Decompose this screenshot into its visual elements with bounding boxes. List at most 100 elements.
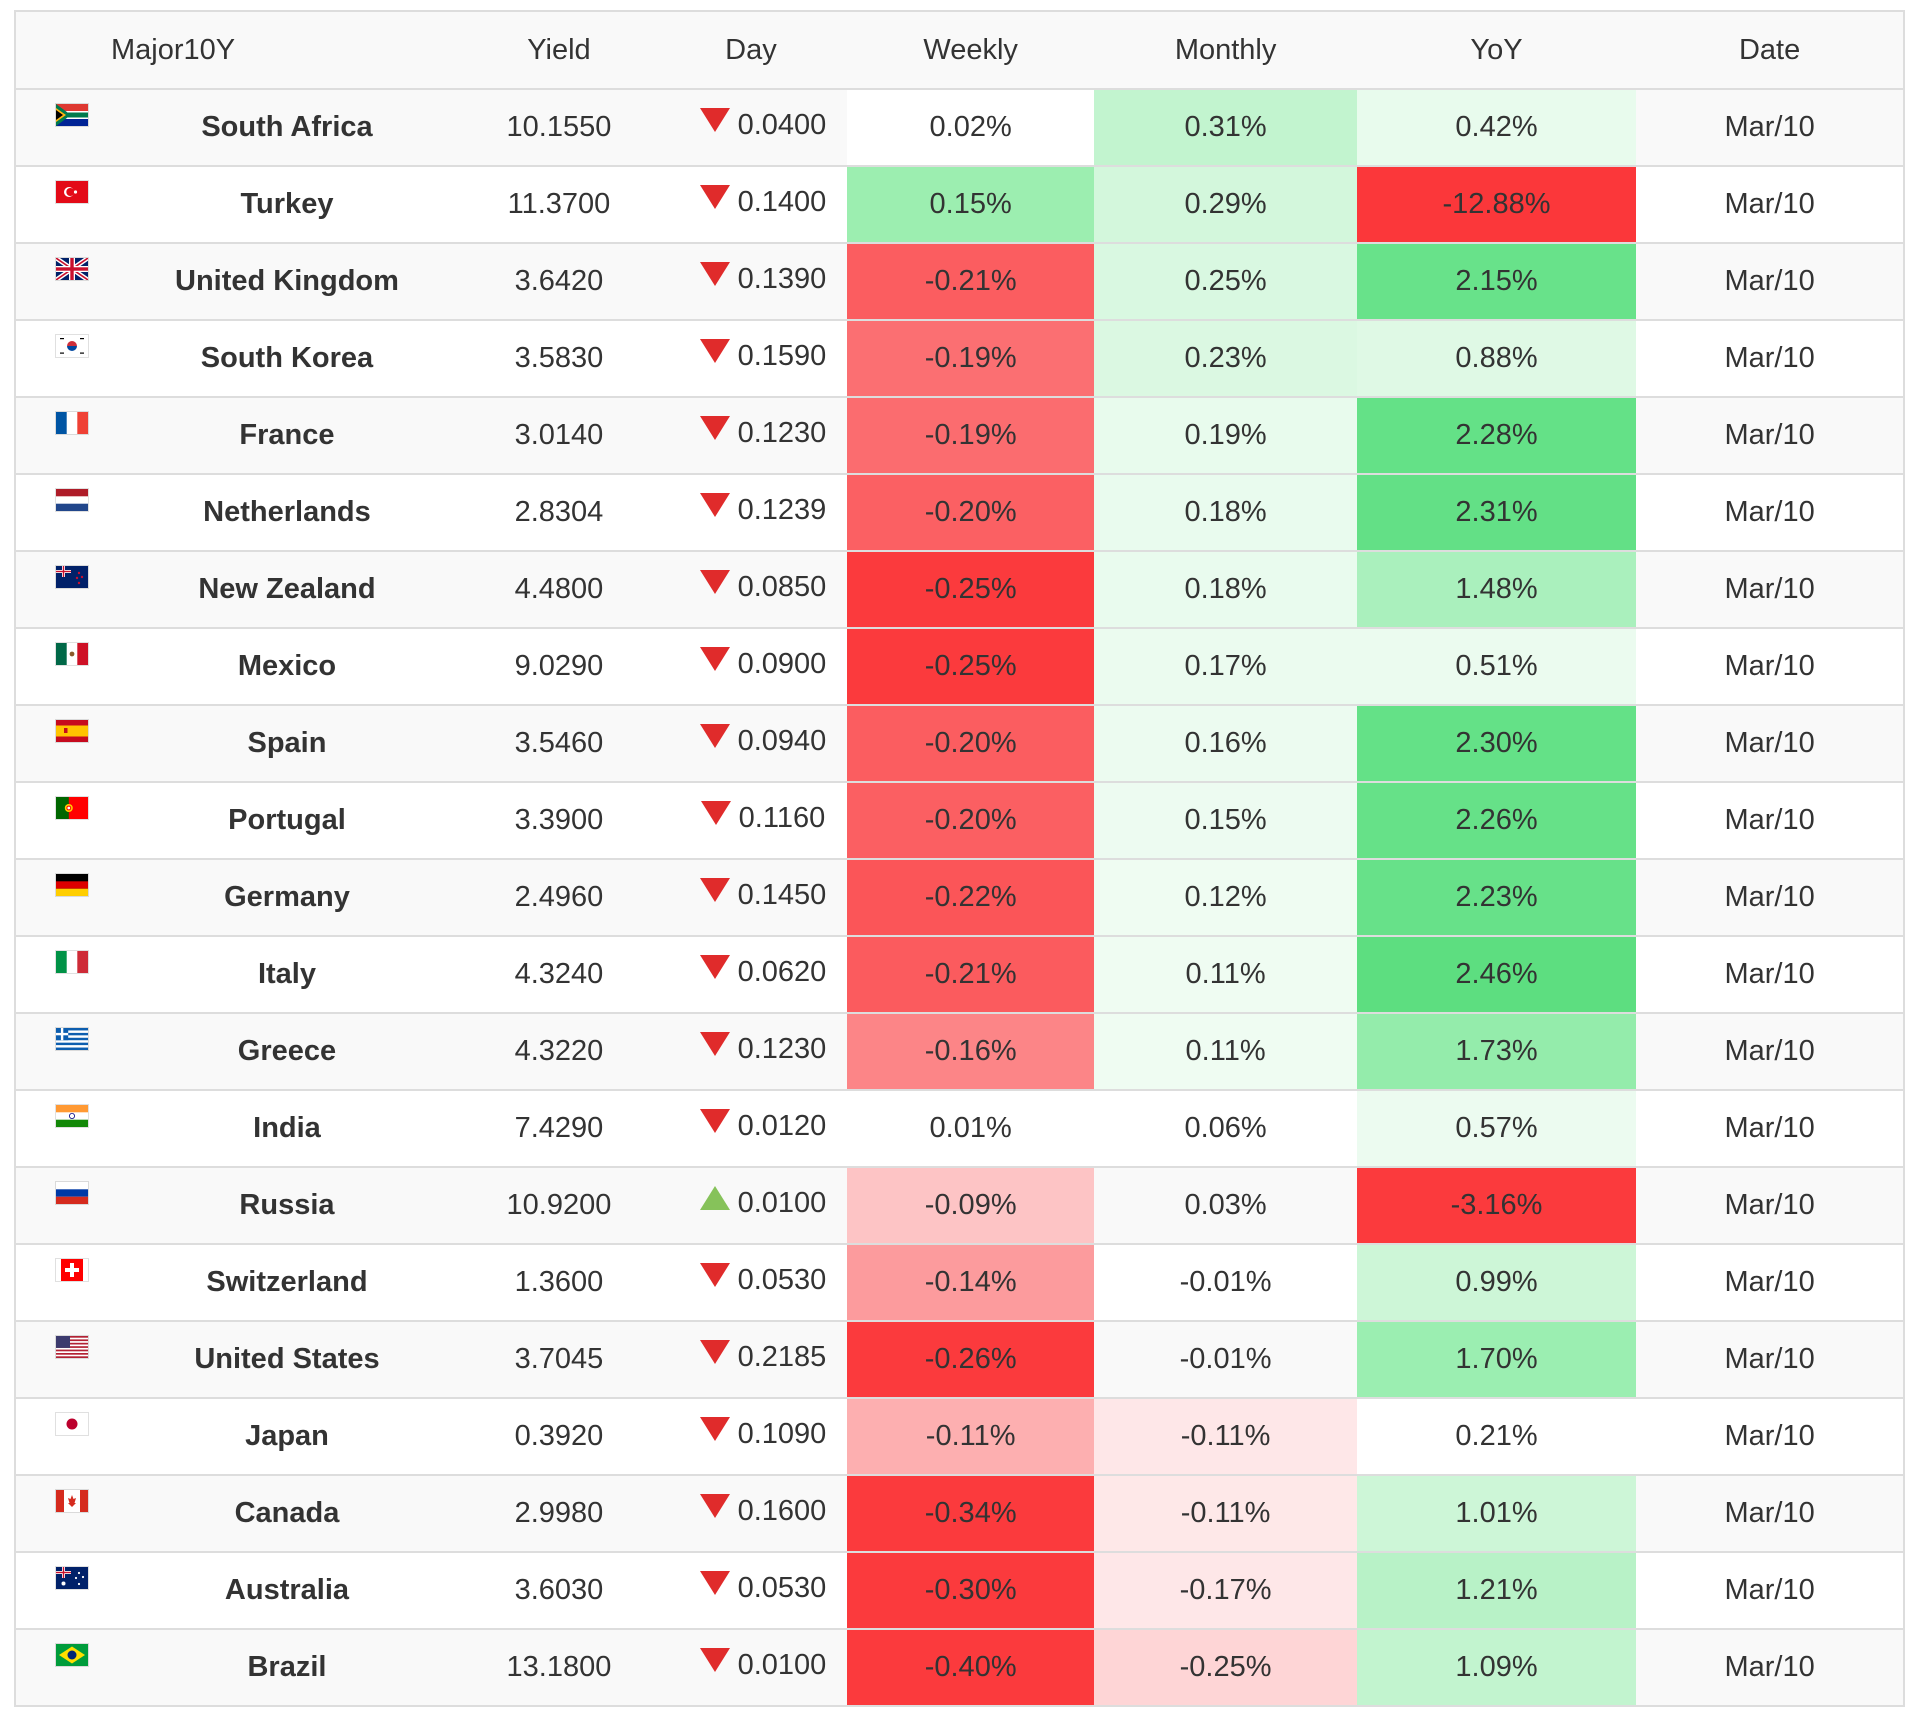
monthly-change-cell: 0.16% (1094, 704, 1357, 782)
country-name[interactable]: France (239, 419, 335, 451)
country-name[interactable]: Brazil (247, 1651, 327, 1683)
day-change-value: 0.0850 (737, 571, 827, 604)
country-name-cell[interactable]: Spain (110, 704, 463, 782)
country-name[interactable]: Australia (224, 1574, 350, 1606)
header-monthly[interactable]: Monthly (1094, 11, 1357, 89)
country-name[interactable]: Italy (257, 958, 316, 990)
country-name[interactable]: Switzerland (206, 1266, 368, 1298)
country-name-cell[interactable]: Mexico (110, 627, 463, 705)
country-name[interactable]: Spain (247, 727, 327, 759)
date-value: Mar/10 (1724, 1343, 1815, 1375)
header-yield[interactable]: Yield (462, 11, 655, 89)
header-major10y[interactable]: Major10Y (110, 11, 463, 89)
table-row[interactable]: Greece 4.3220 0.1230 -0.16% 0.11% 1.73% Mar/10 (15, 1012, 1904, 1090)
italy-flag-icon (55, 951, 88, 973)
yoy-change-value: 2.30% (1455, 727, 1538, 759)
table-row[interactable]: New Zealand 4.4800 0.0850 -0.25% 0.18% 1.48% M… (15, 550, 1904, 628)
day-change-cell: 0.1160 (654, 781, 847, 859)
country-name-cell[interactable]: Japan (110, 1397, 463, 1475)
table-row[interactable]: South Korea 3.5830 0.1590 -0.19% 0.23% 0.88% M… (15, 319, 1904, 397)
country-name-cell[interactable]: Germany (110, 858, 463, 936)
table-row[interactable]: Australia 3.6030 0.0530 -0.30% -0.17% 1.21% Ma… (15, 1551, 1904, 1629)
monthly-change-cell: 0.03% (1094, 1166, 1357, 1244)
yoy-change-value: 1.01% (1455, 1497, 1538, 1529)
table-row[interactable]: Russia 10.9200 0.0100 -0.09% 0.03% -3.16% Mar/… (15, 1166, 1904, 1244)
table-row[interactable]: Portugal 3.3900 0.1160 -0.20% 0.15% 2.26% Mar/… (15, 781, 1904, 859)
country-name[interactable]: Turkey (240, 188, 334, 220)
country-name[interactable]: South Korea (200, 342, 374, 374)
country-name-cell[interactable]: Brazil (110, 1628, 463, 1706)
country-name[interactable]: Canada (234, 1497, 340, 1529)
country-name-cell[interactable]: France (110, 396, 463, 474)
country-name-cell[interactable]: Switzerland (110, 1243, 463, 1321)
country-name[interactable]: Greece (237, 1035, 337, 1067)
country-name-cell[interactable]: Turkey (110, 165, 463, 243)
table-row[interactable]: United States 3.7045 0.2185 -0.26% -0.01% 1.7… (15, 1320, 1904, 1398)
country-name[interactable]: South Africa (201, 111, 373, 143)
monthly-change-value: 0.23% (1184, 342, 1267, 374)
monthly-change-cell: 0.25% (1094, 242, 1357, 320)
day-change-value: 0.1230 (737, 1033, 827, 1066)
monthly-change-cell: 0.29% (1094, 165, 1357, 243)
netherlands-flag-icon (55, 489, 88, 511)
table-row[interactable]: United Kingdom 3.6420 0.1390 -0.21% 0.25% 2.1… (15, 242, 1904, 320)
table-row[interactable]: France 3.0140 0.1230 -0.19% 0.19% 2.28% Mar/10 (15, 396, 1904, 474)
table-row[interactable]: Switzerland 1.3600 0.0530 -0.14% -0.01% 0.99%… (15, 1243, 1904, 1321)
header-yoy[interactable]: YoY (1356, 11, 1637, 89)
table-row[interactable]: Germany 2.4960 0.1450 -0.22% 0.12% 2.23% Mar/1… (15, 858, 1904, 936)
monthly-change-cell: 0.18% (1094, 473, 1357, 551)
country-name-cell[interactable]: Netherlands (110, 473, 463, 551)
country-name-cell[interactable]: United Kingdom (110, 242, 463, 320)
table-row[interactable]: Italy 4.3240 0.0620 -0.21% 0.11% 2.46% Mar/10 (15, 935, 1904, 1013)
country-name-cell[interactable]: Greece (110, 1012, 463, 1090)
yoy-change-value: 2.28% (1455, 419, 1538, 451)
country-name[interactable]: Mexico (237, 650, 337, 682)
day-change-cell: 0.0120 (654, 1089, 847, 1167)
country-name-cell[interactable]: South Africa (110, 88, 463, 166)
turkey-flag-icon (55, 181, 88, 203)
day-change-cell: 0.1230 (654, 1012, 847, 1090)
country-name-cell[interactable]: Russia (110, 1166, 463, 1244)
table-row[interactable]: Japan 0.3920 0.1090 -0.11% -0.11% 0.21% Mar/10 (15, 1397, 1904, 1475)
table-row[interactable]: Spain 3.5460 0.0940 -0.20% 0.16% 2.30% Mar/10 (15, 704, 1904, 782)
country-name[interactable]: United States (194, 1343, 380, 1375)
country-name-cell[interactable]: Australia (110, 1551, 463, 1629)
date-value: Mar/10 (1724, 1497, 1815, 1529)
country-name-cell[interactable]: India (110, 1089, 463, 1167)
arrow-down-icon (699, 415, 730, 440)
country-name[interactable]: Russia (239, 1189, 335, 1221)
country-name[interactable]: Germany (224, 881, 350, 913)
monthly-change-value: 0.03% (1184, 1189, 1267, 1221)
monthly-change-value: -0.01% (1179, 1343, 1272, 1375)
day-change-value: 0.1400 (737, 186, 827, 219)
country-name[interactable]: Portugal (228, 804, 346, 836)
table-row[interactable]: Canada 2.9980 0.1600 -0.34% -0.11% 1.01% Mar/1… (15, 1474, 1904, 1552)
country-name-cell[interactable]: Portugal (110, 781, 463, 859)
yield-cell: 13.1800 (462, 1628, 655, 1706)
table-row[interactable]: Mexico 9.0290 0.0900 -0.25% 0.17% 0.51% Mar/10 (15, 627, 1904, 705)
country-name[interactable]: United Kingdom (175, 265, 399, 297)
country-name-cell[interactable]: Italy (110, 935, 463, 1013)
country-name-cell[interactable]: New Zealand (110, 550, 463, 628)
country-name[interactable]: India (253, 1112, 321, 1144)
day-change-value: 0.0100 (737, 1649, 827, 1682)
table-row[interactable]: India 7.4290 0.0120 0.01% 0.06% 0.57% Mar/10 (15, 1089, 1904, 1167)
country-name-cell[interactable]: United States (110, 1320, 463, 1398)
table-row[interactable]: Turkey 11.3700 0.1400 0.15% 0.29% -12.88% Mar/… (15, 165, 1904, 243)
table-row[interactable]: Brazil 13.1800 0.0100 -0.40% -0.25% 1.09% Mar/… (15, 1628, 1904, 1706)
country-name[interactable]: Japan (245, 1420, 329, 1452)
header-date[interactable]: Date (1636, 11, 1904, 89)
header-weekly[interactable]: Weekly (846, 11, 1095, 89)
table-row[interactable]: South Africa 10.1550 0.0400 0.02% 0.31% 0.42%… (15, 88, 1904, 166)
country-name[interactable]: New Zealand (198, 573, 376, 605)
brazil-flag-icon (55, 1644, 88, 1666)
country-name-cell[interactable]: Canada (110, 1474, 463, 1552)
yoy-change-value: 0.42% (1455, 111, 1538, 143)
monthly-change-value: 0.31% (1184, 111, 1267, 143)
table-row[interactable]: Netherlands 2.8304 0.1239 -0.20% 0.18% 2.31% M… (15, 473, 1904, 551)
country-name-cell[interactable]: South Korea (110, 319, 463, 397)
country-name[interactable]: Netherlands (203, 496, 371, 528)
day-change-value: 0.0900 (737, 648, 827, 681)
header-day[interactable]: Day (654, 11, 847, 89)
yield-cell: 3.5460 (462, 704, 655, 782)
